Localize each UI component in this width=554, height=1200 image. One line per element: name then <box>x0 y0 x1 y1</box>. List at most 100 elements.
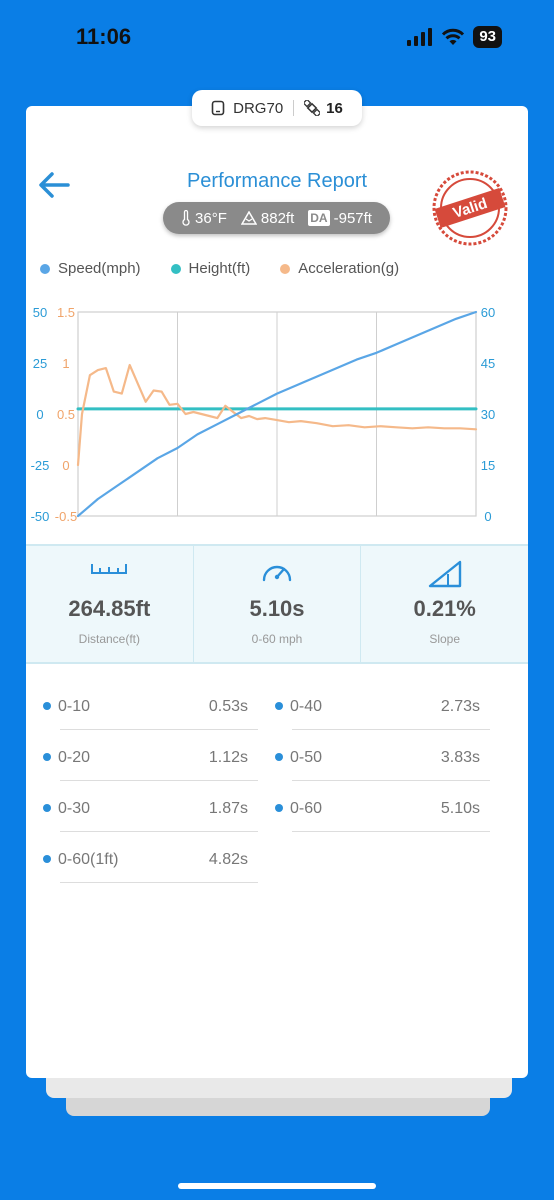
cellular-signal-icon <box>407 28 433 46</box>
speed-axis: 60 45 30 15 0 <box>481 305 495 524</box>
speed-tick-label: 15 <box>481 458 495 473</box>
bullet-dot <box>275 702 283 710</box>
height-tick-label: -50 <box>31 509 50 524</box>
split-value: 1.12s <box>208 749 248 766</box>
stat-slope: 0.21% Slope <box>360 546 528 662</box>
split-item: 0-50 3.83s <box>258 733 490 781</box>
height-tick-label: 0 <box>36 407 43 422</box>
acceleration-tick-label: 1.5 <box>57 305 75 320</box>
split-label: 0-60(1ft) <box>58 851 119 868</box>
divider <box>60 882 258 883</box>
zero-to-sixty-label: 0-60 mph <box>251 632 303 646</box>
split-value: 0.53s <box>208 698 248 715</box>
legend-item-speed[interactable]: Speed(mph) <box>40 260 141 277</box>
distance-value: 264.85ft <box>68 596 151 621</box>
performance-chart: 50 25 0 -25 -50 1.5 1 0.5 0 -0.5 60 45 30 15 0 <box>31 305 496 524</box>
split-value: 3.83s <box>440 749 480 766</box>
height-tick-label: 50 <box>33 305 47 320</box>
split-item: 0-60(1ft) 4.82s <box>26 835 258 883</box>
battery-indicator: 93 <box>473 26 502 48</box>
chart-series <box>76 310 478 518</box>
report-card: Performance Report 36°F 882ft DA -957ft … <box>26 106 528 1078</box>
conditions-badge: 36°F 882ft DA -957ft <box>163 202 390 234</box>
speed-series-line <box>76 310 478 518</box>
page-title: Performance Report <box>186 170 368 192</box>
divider <box>60 729 258 730</box>
slope-value: 0.21% <box>413 596 476 621</box>
chart-grid <box>77 311 477 517</box>
satellite-icon <box>304 100 321 116</box>
acceleration-tick-label: -0.5 <box>55 509 77 524</box>
legend-dot <box>40 263 50 274</box>
split-item: 0-60 5.10s <box>258 784 490 832</box>
speed-tick-label: 60 <box>481 305 495 320</box>
device-name: DRG70 <box>233 99 284 117</box>
status-bar: 11:06 93 <box>0 0 554 76</box>
wifi-icon <box>442 28 465 45</box>
divider <box>293 100 295 116</box>
legend-dot <box>280 263 291 274</box>
slope-icon <box>428 560 461 588</box>
split-value: 5.10s <box>440 800 480 817</box>
legend-label: Height(ft) <box>188 260 251 277</box>
height-axis: 50 25 0 -25 -50 <box>31 305 50 524</box>
system-icons: 93 <box>407 26 502 48</box>
density-altitude-value: -957ft <box>333 209 372 227</box>
home-indicator[interactable] <box>178 1183 376 1189</box>
split-label: 0-60 <box>290 800 323 817</box>
satellite-count: 16 <box>326 99 343 117</box>
ruler-icon <box>91 564 128 574</box>
divider <box>292 780 490 781</box>
speed-tick-label: 45 <box>481 356 495 371</box>
acceleration-tick-label: 0.5 <box>57 407 75 422</box>
acceleration-axis: 1.5 1 0.5 0 -0.5 <box>55 305 77 524</box>
split-item: 0-40 2.73s <box>258 682 490 730</box>
speed-tick-label: 0 <box>484 509 491 524</box>
bullet-dot <box>275 753 283 761</box>
split-label: 0-20 <box>58 749 91 766</box>
legend-item-height[interactable]: Height(ft) <box>170 260 251 277</box>
bullet-dot <box>43 753 51 761</box>
legend-label: Speed(mph) <box>58 260 141 277</box>
device-icon <box>211 100 225 116</box>
split-item: 0-20 1.12s <box>26 733 258 781</box>
acceleration-tick-label: 1 <box>62 356 69 371</box>
acceleration-tick-label: 0 <box>62 458 69 473</box>
slope-label: Slope <box>429 632 461 646</box>
height-tick-label: 25 <box>33 356 47 371</box>
divider <box>60 780 258 781</box>
legend-dot <box>170 263 181 274</box>
height-tick-label: -25 <box>31 458 50 473</box>
card-stack-shadow <box>66 1096 490 1116</box>
density-altitude-label: DA <box>308 210 330 226</box>
chart-legend: Speed(mph) Height(ft) Acceleration(g) <box>40 260 399 277</box>
card-stack-shadow <box>46 1078 512 1098</box>
thermometer-icon <box>182 210 190 226</box>
legend-label: Acceleration(g) <box>298 260 400 277</box>
split-label: 0-50 <box>290 749 323 766</box>
bullet-dot <box>275 804 283 812</box>
device-badge[interactable]: DRG70 16 <box>192 90 362 126</box>
stat-distance: 264.85ft Distance(ft) <box>26 546 193 662</box>
temperature-value: 36°F <box>195 209 227 227</box>
altitude-value: 882ft <box>260 209 295 227</box>
valid-stamp: Valid <box>432 170 508 246</box>
speed-tick-label: 30 <box>481 407 495 422</box>
divider <box>60 831 258 832</box>
bullet-dot <box>43 702 51 710</box>
status-time: 11:06 <box>76 24 132 49</box>
bullet-dot <box>43 855 51 863</box>
mountain-icon <box>240 211 257 225</box>
split-value: 2.73s <box>440 698 480 715</box>
split-label: 0-10 <box>58 698 91 715</box>
split-label: 0-30 <box>58 800 91 817</box>
acceleration-series-line <box>76 363 478 467</box>
divider <box>292 831 490 832</box>
back-arrow-icon[interactable] <box>38 170 78 200</box>
legend-item-acceleration[interactable]: Acceleration(g) <box>280 260 399 277</box>
split-item: 0-10 0.53s <box>26 682 258 730</box>
split-item: 0-30 1.87s <box>26 784 258 832</box>
split-label: 0-40 <box>290 698 323 715</box>
stats-panel: 264.85ft Distance(ft) 5.10s 0-60 mph 0.2… <box>26 544 528 664</box>
split-value: 1.87s <box>208 800 248 817</box>
